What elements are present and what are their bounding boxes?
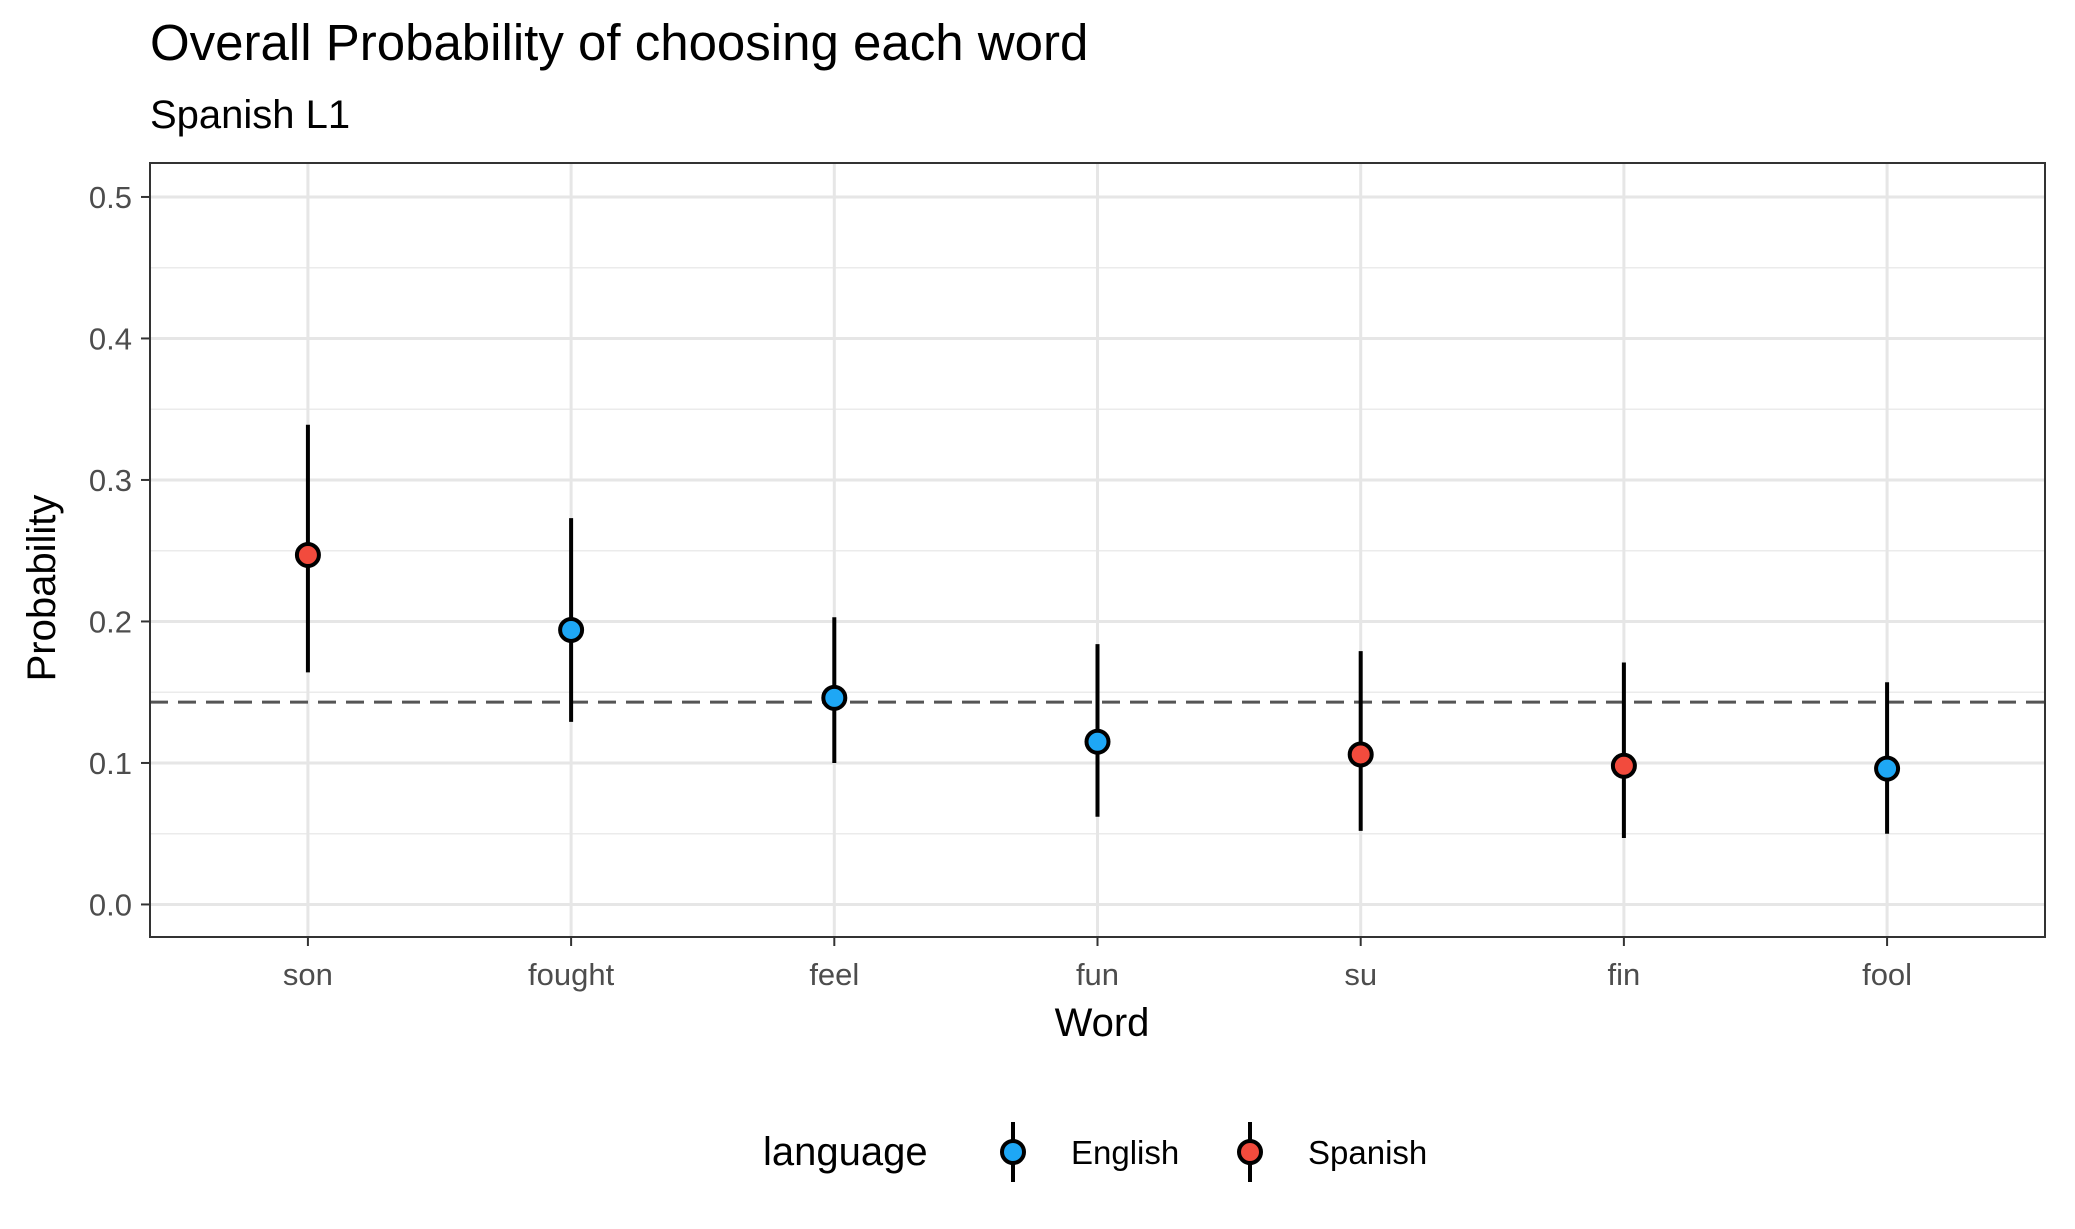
legend: language English Spanish <box>763 1122 1427 1182</box>
x-tick-label: fun <box>1076 957 1119 992</box>
y-axis-ticks: 0.0 0.1 0.2 0.3 0.4 0.5 <box>89 180 150 922</box>
point-su <box>1347 741 1374 768</box>
chart-subtitle: Spanish L1 <box>150 93 350 137</box>
legend-title: language <box>763 1130 928 1174</box>
legend-key-english <box>1000 1139 1026 1165</box>
y-tick-label: 0.1 <box>89 746 132 781</box>
y-tick-label: 0.3 <box>89 463 132 498</box>
y-axis-title: Probability <box>20 495 64 682</box>
data-points <box>294 541 1901 782</box>
chart-title: Overall Probability of choosing each wor… <box>150 14 1088 71</box>
point-fin <box>1610 752 1637 779</box>
x-tick-label: fought <box>528 957 615 992</box>
y-tick-label: 0.0 <box>89 887 132 922</box>
point-fought <box>558 616 585 643</box>
x-tick-label: fin <box>1608 957 1641 992</box>
point-fun <box>1084 728 1111 755</box>
x-tick-label: fool <box>1862 957 1912 992</box>
y-tick-label: 0.2 <box>89 604 132 639</box>
point-son <box>294 541 321 568</box>
y-tick-label: 0.4 <box>89 321 132 356</box>
x-axis-title: Word <box>1055 1001 1150 1045</box>
x-tick-label: feel <box>809 957 859 992</box>
grid-major <box>150 163 2045 937</box>
x-axis-ticks: son fought feel fun su fin fool <box>283 937 1912 992</box>
legend-label-spanish: Spanish <box>1308 1134 1427 1171</box>
point-feel <box>821 684 848 711</box>
y-tick-label: 0.5 <box>89 180 132 215</box>
x-tick-label: su <box>1344 957 1377 992</box>
legend-key-spanish <box>1237 1139 1263 1165</box>
legend-label-english: English <box>1071 1134 1179 1171</box>
x-tick-label: son <box>283 957 333 992</box>
point-fool <box>1874 755 1901 782</box>
